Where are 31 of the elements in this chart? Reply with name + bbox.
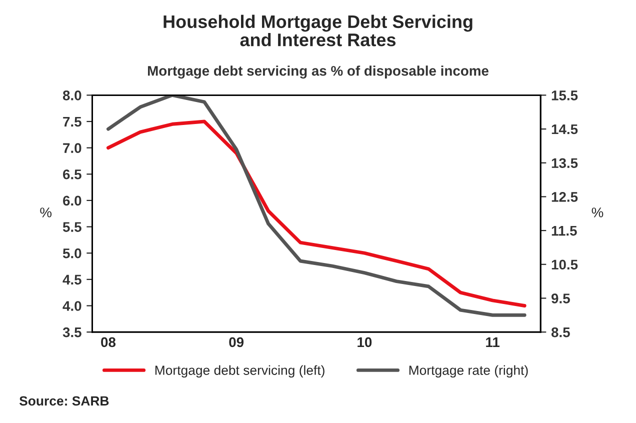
line-series (106, 120, 526, 308)
x-tick-label: 09 (229, 337, 244, 348)
y-axis-title: % (40, 208, 52, 218)
y2-tick-label: 9.5 (552, 294, 570, 304)
y2-tick-label: 12.5 (552, 192, 578, 202)
x-tick-label: 08 (101, 337, 116, 348)
y-tick-label: 8.0 (62, 90, 82, 100)
y-tick-label: 5.0 (62, 248, 82, 258)
y2-tick-label: 15.5 (552, 90, 578, 100)
chart-title: Household Mortgage Debt Servicing and Interest Rates (164, 14, 472, 46)
legend-label: Mortgage debt servicing (left) (155, 365, 324, 378)
y-tick-label: 4.5 (62, 274, 82, 285)
y-tick-label: 3.5 (62, 327, 82, 338)
y2-tick-label: 8.5 (551, 327, 570, 338)
y-tick-label: 5.5 (62, 222, 82, 232)
line-series (106, 95, 526, 317)
y-tick-label: 7.0 (63, 143, 82, 153)
chart-subtitle: Mortgage debt servicing as % of disposable income (148, 66, 488, 79)
y2-tick-label: 14.5 (552, 124, 578, 134)
y2-tick-label: 13.5 (552, 158, 578, 168)
x-tick-label: 11 (486, 337, 500, 347)
y-tick-label: 6.5 (63, 169, 82, 180)
y2-tick-label: 11.5 (552, 226, 577, 236)
y-tick-label: 6.0 (63, 196, 82, 206)
y2-axis-title: % (592, 208, 604, 218)
legend-label: Mortgage rate (right) (409, 365, 528, 378)
y2-tick-label: 10.5 (552, 260, 578, 270)
y-tick-label: 7.5 (63, 116, 82, 127)
source-note: Source: SARB (19, 396, 109, 406)
y-tick-label: 4.0 (62, 301, 82, 311)
x-tick-label: 10 (358, 337, 372, 348)
